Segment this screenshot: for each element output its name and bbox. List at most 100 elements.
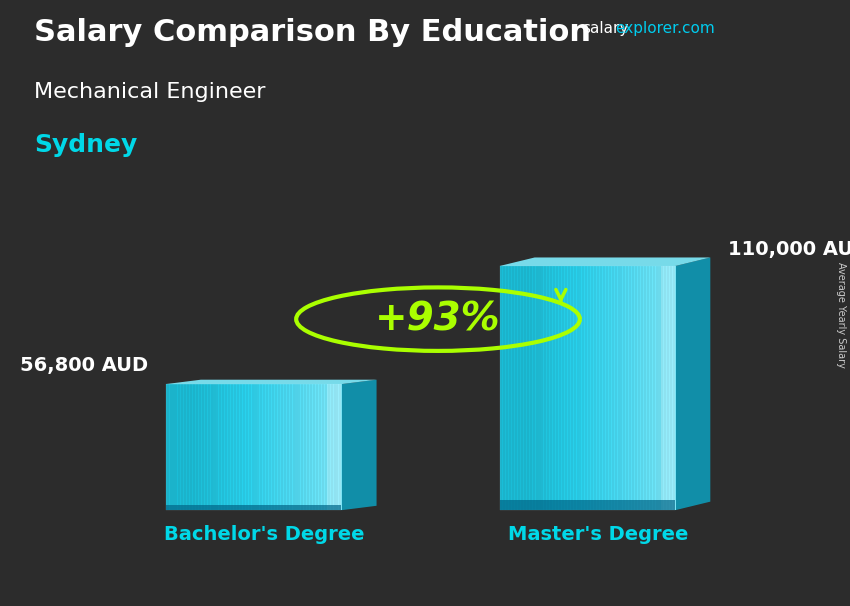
Bar (529, 266, 533, 510)
Text: Master's Degree: Master's Degree (507, 525, 688, 544)
Polygon shape (342, 380, 377, 510)
Bar (289, 384, 292, 510)
Bar (672, 266, 676, 510)
Bar (558, 266, 562, 510)
Bar (646, 266, 649, 510)
Bar (204, 384, 207, 510)
Bar (172, 384, 175, 510)
Bar (608, 266, 612, 510)
Bar (614, 266, 617, 510)
Bar (502, 266, 507, 510)
Bar (593, 266, 597, 510)
Bar (632, 266, 635, 510)
Bar (537, 266, 541, 510)
Text: Sydney: Sydney (34, 133, 137, 158)
Bar (269, 384, 272, 510)
Bar (526, 266, 530, 510)
Bar (312, 384, 316, 510)
Bar (579, 266, 582, 510)
Bar (184, 384, 187, 510)
Bar (257, 384, 260, 510)
Bar (330, 384, 333, 510)
Bar (643, 266, 647, 510)
Polygon shape (500, 258, 711, 266)
Text: Bachelor's Degree: Bachelor's Degree (164, 525, 365, 544)
Bar (178, 384, 181, 510)
Bar (605, 266, 609, 510)
Bar (549, 266, 553, 510)
Bar (626, 266, 629, 510)
Bar (585, 266, 588, 510)
Bar (174, 384, 178, 510)
Bar (596, 266, 600, 510)
Bar (500, 266, 675, 510)
Bar (239, 384, 243, 510)
Bar (236, 384, 240, 510)
Bar (523, 266, 527, 510)
Bar (552, 266, 556, 510)
Bar (654, 266, 659, 510)
Bar (508, 266, 512, 510)
Polygon shape (675, 258, 711, 510)
Bar (573, 266, 576, 510)
Bar (666, 266, 670, 510)
Bar (166, 384, 342, 510)
Bar (602, 266, 606, 510)
Bar (564, 266, 568, 510)
Bar (590, 266, 594, 510)
Bar (224, 384, 228, 510)
Bar (660, 266, 665, 510)
Bar (555, 266, 559, 510)
Text: salary: salary (582, 21, 629, 36)
Bar (336, 384, 339, 510)
Bar (511, 266, 515, 510)
Bar (286, 384, 290, 510)
Text: explorer.com: explorer.com (615, 21, 715, 36)
Bar (190, 384, 193, 510)
Bar (218, 384, 222, 510)
Bar (669, 266, 673, 510)
Bar (306, 384, 310, 510)
Bar (298, 384, 301, 510)
Bar (195, 384, 199, 510)
Bar (233, 384, 237, 510)
Bar (649, 266, 653, 510)
Bar (242, 384, 246, 510)
Bar (227, 384, 231, 510)
Bar (327, 384, 342, 510)
Bar (230, 384, 234, 510)
Bar (338, 384, 343, 510)
Bar (514, 266, 518, 510)
Bar (265, 384, 269, 510)
Polygon shape (166, 380, 377, 384)
Bar (210, 384, 213, 510)
Bar (567, 266, 570, 510)
Bar (221, 384, 225, 510)
Bar (247, 384, 252, 510)
Bar (216, 384, 219, 510)
Bar (616, 266, 620, 510)
Bar (251, 384, 254, 510)
Bar (192, 384, 196, 510)
Bar (575, 266, 580, 510)
Bar (212, 384, 217, 510)
Bar (321, 384, 325, 510)
Bar (561, 266, 564, 510)
Bar (283, 384, 286, 510)
Bar (541, 266, 544, 510)
Bar (186, 384, 190, 510)
Bar (324, 384, 327, 510)
Bar (309, 384, 313, 510)
Bar (622, 266, 626, 510)
Bar (532, 266, 536, 510)
Bar (611, 266, 615, 510)
Bar (587, 266, 591, 510)
Bar (277, 384, 280, 510)
Bar (303, 384, 307, 510)
Text: +93%: +93% (375, 300, 501, 338)
Bar (640, 266, 643, 510)
Bar (547, 266, 550, 510)
Bar (280, 384, 284, 510)
Bar (517, 266, 521, 510)
Bar (506, 266, 509, 510)
